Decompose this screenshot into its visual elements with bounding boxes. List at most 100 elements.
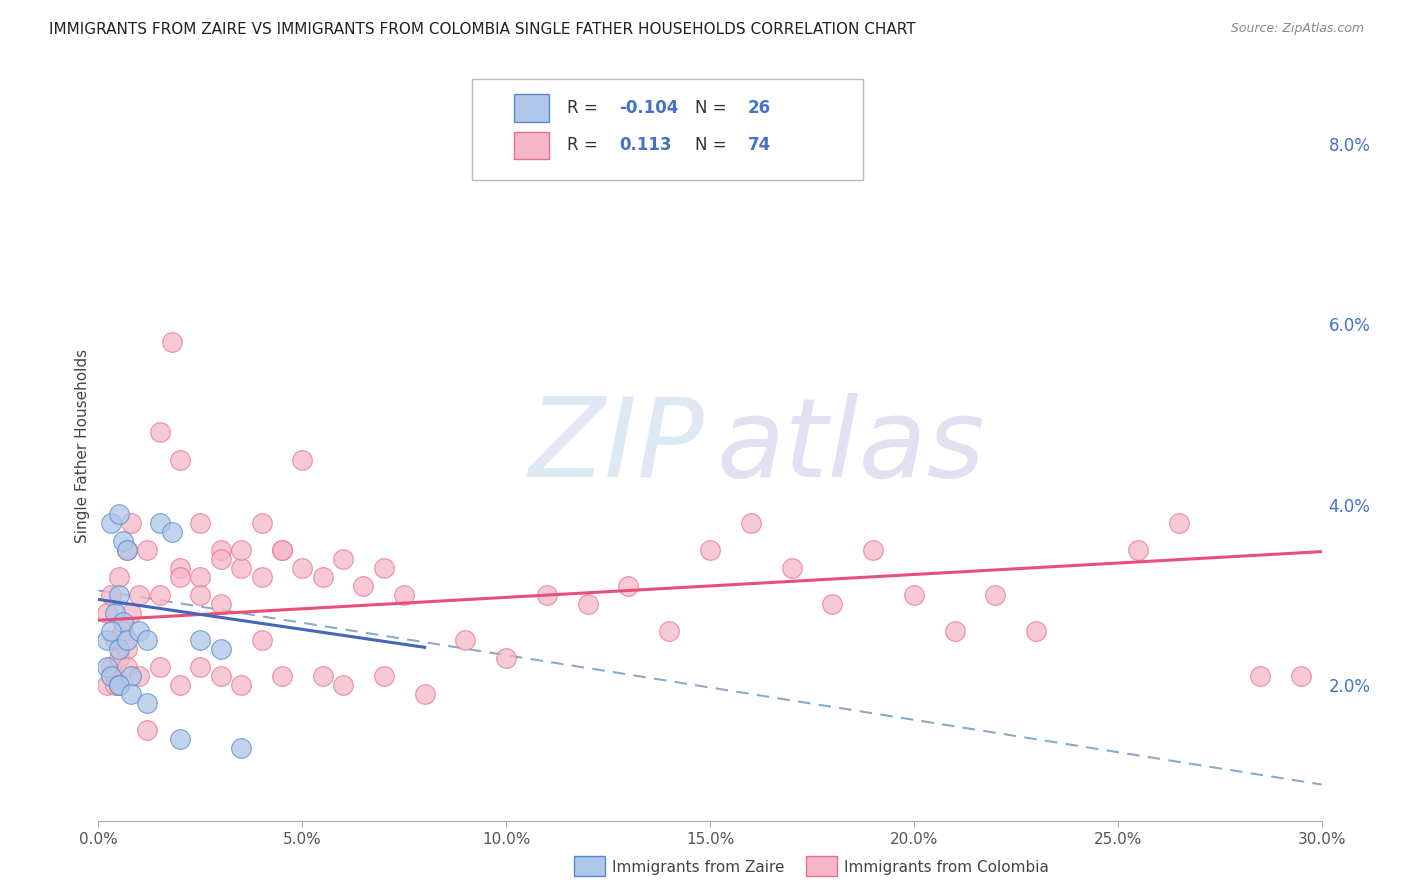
- Point: [128, 669, 150, 683]
- Point: [658, 624, 681, 638]
- Point: [96, 633, 118, 648]
- Point: [576, 597, 599, 611]
- Point: [231, 741, 253, 756]
- Point: [136, 633, 159, 648]
- Point: [149, 588, 172, 602]
- Point: [149, 516, 172, 530]
- Point: [108, 651, 131, 665]
- Point: [231, 542, 253, 557]
- Point: [111, 624, 134, 638]
- Text: -0.104: -0.104: [620, 99, 679, 117]
- Point: [332, 552, 354, 566]
- Point: [149, 425, 172, 440]
- Point: [120, 687, 142, 701]
- Point: [149, 660, 172, 674]
- Point: [188, 633, 212, 648]
- Point: [100, 669, 122, 683]
- Point: [169, 678, 191, 692]
- Point: [291, 561, 314, 575]
- Text: IMMIGRANTS FROM ZAIRE VS IMMIGRANTS FROM COLOMBIA SINGLE FATHER HOUSEHOLDS CORRE: IMMIGRANTS FROM ZAIRE VS IMMIGRANTS FROM…: [49, 22, 915, 37]
- Point: [209, 542, 232, 557]
- Point: [120, 669, 142, 683]
- Point: [209, 669, 232, 683]
- Point: [115, 542, 138, 557]
- Point: [984, 588, 1007, 602]
- Point: [188, 660, 212, 674]
- Point: [169, 561, 191, 575]
- Point: [104, 669, 127, 683]
- FancyBboxPatch shape: [471, 78, 863, 180]
- Point: [250, 516, 273, 530]
- Point: [1291, 669, 1313, 683]
- Text: ZIP: ZIP: [529, 392, 704, 500]
- FancyBboxPatch shape: [515, 95, 548, 121]
- Point: [111, 533, 134, 548]
- Point: [209, 552, 232, 566]
- Point: [1249, 669, 1271, 683]
- Point: [312, 570, 335, 584]
- Point: [903, 588, 925, 602]
- Point: [169, 732, 191, 747]
- Point: [495, 651, 517, 665]
- Text: 74: 74: [748, 136, 772, 154]
- Point: [160, 524, 183, 539]
- Point: [188, 516, 212, 530]
- Point: [1025, 624, 1047, 638]
- Point: [188, 588, 212, 602]
- Point: [108, 588, 131, 602]
- Text: R =: R =: [567, 136, 603, 154]
- Point: [115, 542, 138, 557]
- Point: [100, 660, 122, 674]
- Point: [1128, 542, 1150, 557]
- Point: [96, 660, 118, 674]
- Point: [108, 570, 131, 584]
- Point: [104, 606, 127, 620]
- Point: [128, 588, 150, 602]
- Point: [270, 542, 294, 557]
- Point: [108, 678, 131, 692]
- Point: [250, 633, 273, 648]
- Text: Immigrants from Zaire: Immigrants from Zaire: [612, 860, 785, 874]
- Point: [392, 588, 416, 602]
- Point: [209, 642, 232, 657]
- Point: [108, 507, 131, 521]
- Point: [270, 669, 294, 683]
- Text: R =: R =: [567, 99, 603, 117]
- Point: [100, 624, 122, 638]
- Text: N =: N =: [696, 99, 733, 117]
- Point: [617, 579, 640, 593]
- Point: [821, 597, 844, 611]
- Point: [862, 542, 884, 557]
- Point: [312, 669, 335, 683]
- Point: [373, 669, 395, 683]
- Point: [413, 687, 436, 701]
- Point: [231, 561, 253, 575]
- Point: [536, 588, 558, 602]
- Point: [115, 633, 138, 648]
- Point: [352, 579, 374, 593]
- Point: [115, 642, 138, 657]
- Point: [169, 570, 191, 584]
- Point: [943, 624, 966, 638]
- Point: [373, 561, 395, 575]
- Point: [231, 678, 253, 692]
- Text: 26: 26: [748, 99, 770, 117]
- Point: [120, 516, 142, 530]
- Point: [160, 335, 183, 350]
- Point: [128, 624, 150, 638]
- Point: [104, 678, 127, 692]
- Point: [108, 642, 131, 657]
- Point: [270, 542, 294, 557]
- Point: [100, 588, 122, 602]
- Text: atlas: atlas: [716, 392, 984, 500]
- Point: [120, 606, 142, 620]
- Point: [96, 678, 118, 692]
- Point: [699, 542, 721, 557]
- Point: [250, 570, 273, 584]
- Point: [188, 570, 212, 584]
- Point: [169, 452, 191, 467]
- Text: Source: ZipAtlas.com: Source: ZipAtlas.com: [1230, 22, 1364, 36]
- Text: 0.113: 0.113: [620, 136, 672, 154]
- Point: [100, 516, 122, 530]
- Text: Immigrants from Colombia: Immigrants from Colombia: [844, 860, 1049, 874]
